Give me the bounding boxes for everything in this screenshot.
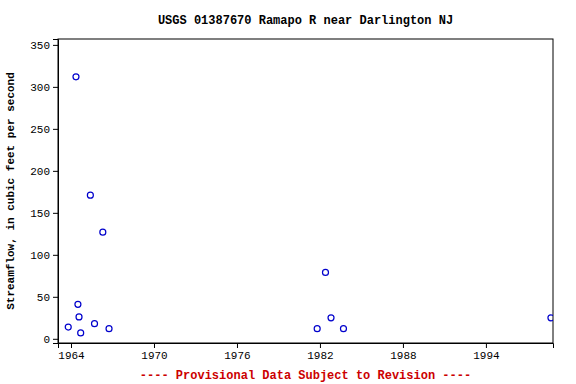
point: [65, 324, 71, 330]
point: [75, 301, 81, 307]
y-tick-mark: [53, 255, 58, 256]
y-tick-label: 200: [30, 166, 50, 178]
y-tick-mark: [53, 339, 58, 340]
y-tick-label: 300: [30, 82, 50, 94]
x-tick-mark: [237, 343, 238, 348]
annotation: ---- Provisional Data Subject to Revisio…: [140, 369, 471, 383]
y-tick: 300: [30, 82, 58, 94]
point: [322, 269, 328, 275]
chart: 1964 1970 1976 1982 1988 1994 0 50 100 150 200 250 3…: [0, 0, 576, 384]
y-axis: 0 50 100 150 200 250 300 350: [30, 40, 58, 346]
y-tick-mark: [53, 213, 58, 214]
y-tick-label: 350: [30, 40, 50, 52]
point: [73, 74, 79, 80]
y-tick: 150: [30, 208, 58, 220]
point: [106, 326, 112, 332]
y-tick-label: 50: [37, 292, 50, 304]
x-tick-label: 1994: [473, 350, 500, 362]
y-tick-label: 100: [30, 250, 50, 262]
point: [76, 314, 82, 320]
x-tick-label: 1982: [307, 350, 333, 362]
x-tick-label: 1964: [58, 350, 85, 362]
y-tick: 200: [30, 166, 58, 178]
point: [340, 326, 346, 332]
point: [92, 321, 98, 327]
y-axis-title: Streamflow, in cubic feet per second: [5, 72, 17, 310]
x-tick: 1970: [141, 343, 167, 362]
point: [548, 315, 553, 321]
y-tick: 50: [37, 292, 58, 304]
y-tick-mark: [53, 297, 58, 298]
point: [87, 192, 93, 198]
x-tick: 1994: [473, 343, 500, 362]
x-tick-mark: [154, 343, 155, 348]
point: [100, 229, 106, 235]
point: [314, 326, 320, 332]
x-tick-mark: [403, 343, 404, 348]
y-tick-mark: [53, 87, 58, 88]
y-tick: 250: [30, 124, 58, 136]
x-axis-line: [59, 344, 554, 349]
x-tick: 1988: [390, 343, 416, 362]
point: [78, 330, 84, 336]
x-tick-label: 1988: [390, 350, 416, 362]
x-tick-label: 1970: [141, 350, 167, 362]
x-tick-mark: [486, 343, 487, 348]
point: [328, 315, 334, 321]
y-tick-mark: [53, 45, 58, 46]
y-tick-mark: [53, 171, 58, 172]
x-tick-mark: [320, 343, 321, 348]
y-axis-line: [53, 40, 59, 344]
y-tick: 100: [30, 250, 58, 262]
y-tick: 0: [43, 334, 58, 346]
x-tick: 1976: [224, 343, 250, 362]
plot-frame: [58, 39, 553, 343]
x-tick-mark: [71, 343, 72, 348]
y-tick: 350: [30, 40, 58, 52]
points: [65, 74, 553, 336]
x-tick: 1982: [307, 343, 333, 362]
title: USGS 01387670 Ramapo R near Darlington N…: [158, 14, 453, 28]
x-axis: 1964 1970 1976 1982 1988 1994: [58, 343, 553, 362]
y-tick-label: 150: [30, 208, 50, 220]
y-tick-label: 0: [43, 334, 50, 346]
plot: 1964 1970 1976 1982 1988 1994 0 50 100 150 200 250 3…: [30, 39, 554, 362]
x-tick: 1964: [58, 343, 85, 362]
y-tick-mark: [53, 129, 58, 130]
x-tick-label: 1976: [224, 350, 250, 362]
y-tick-label: 250: [30, 124, 50, 136]
